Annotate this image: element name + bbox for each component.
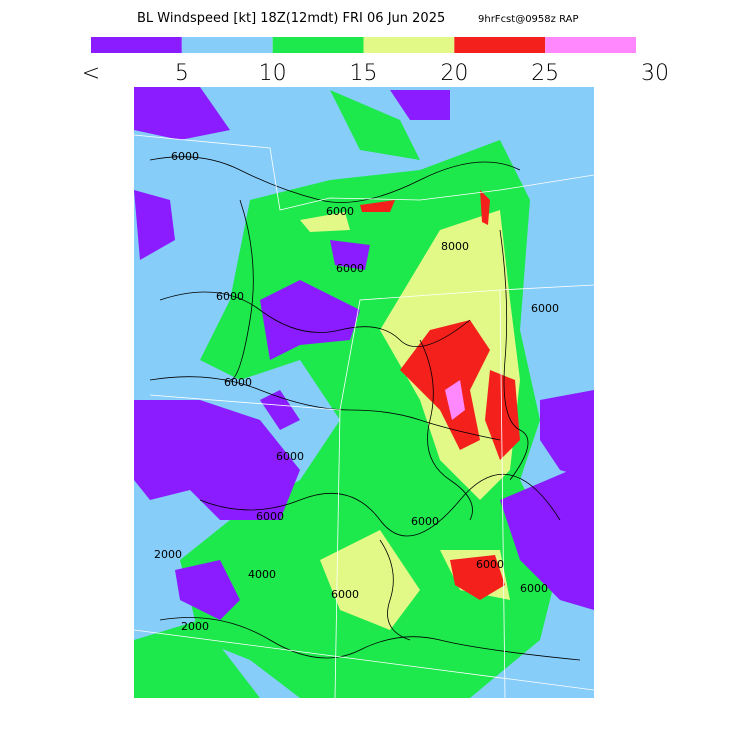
colorbar-segment [272,37,364,53]
colorbar-label: 5 [175,61,189,86]
colorbar-label: 30 [641,61,669,86]
title: BL Windspeed [kt] 18Z(12mdt) FRI 06 Jun … [137,11,445,26]
colorbar-segment [454,37,546,53]
map: 6000 6000 6000 6000 6000 6000 8000 6000 6000 6000… [134,87,594,698]
colorbar-label: 20 [440,61,468,86]
wind-area-lt5 [134,87,594,620]
boundaries [134,134,594,698]
colorbar-segment [181,37,273,53]
colorbar-segment [545,37,636,53]
contour-label: 6000 [411,515,439,528]
colorbar-segment [91,37,182,53]
contour-label: 4000 [248,568,276,581]
colorbar-label: 10 [259,61,287,86]
contour-label: 6000 [331,588,359,601]
contour-labels: 6000 6000 6000 6000 6000 6000 8000 6000 6000 6000… [154,150,559,633]
contour-label: 6000 [326,205,354,218]
contour-label: 6000 [520,582,548,595]
forecast: 9hrFcst@0958z RAP [478,14,578,25]
colorbar-segment [363,37,455,53]
contour-label: 2000 [154,548,182,561]
contour-label: 6000 [531,302,559,315]
contour-label: 6000 [276,450,304,463]
contour-label: 6000 [256,510,284,523]
contour-label: 6000 [171,150,199,163]
contour-label: 2000 [181,620,209,633]
colorbar-label: < [82,61,100,86]
contour-label: 8000 [441,240,469,253]
contour-label: 6000 [336,262,364,275]
contour-label: 6000 [216,290,244,303]
colorbar: <5 10 15 20 25 30 [82,37,669,86]
wind-area-25 [445,380,465,420]
contour-label: 6000 [476,558,504,571]
colorbar-label: 25 [531,61,559,86]
contour-label: 6000 [224,376,252,389]
contours [149,156,581,661]
colorbar-label: 15 [350,61,378,86]
wind-area-20 [360,190,520,600]
